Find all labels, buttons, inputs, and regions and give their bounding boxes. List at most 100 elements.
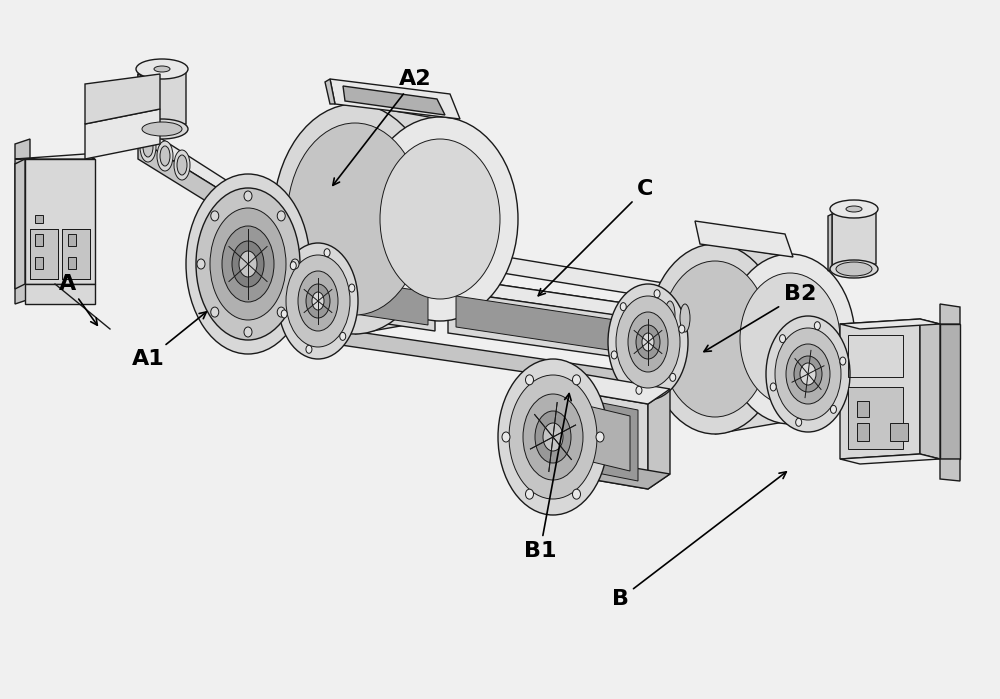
Ellipse shape <box>312 292 324 310</box>
Ellipse shape <box>196 188 300 340</box>
Polygon shape <box>328 277 428 325</box>
Ellipse shape <box>665 301 675 329</box>
Ellipse shape <box>324 249 330 257</box>
Polygon shape <box>840 454 940 464</box>
Polygon shape <box>320 272 435 331</box>
Ellipse shape <box>298 271 338 331</box>
Ellipse shape <box>210 208 286 320</box>
Ellipse shape <box>596 432 604 442</box>
Ellipse shape <box>796 418 802 426</box>
Polygon shape <box>260 217 700 304</box>
Polygon shape <box>580 404 630 471</box>
Bar <box>68 257 76 269</box>
Text: B: B <box>612 472 786 609</box>
Bar <box>35 257 43 269</box>
Polygon shape <box>940 324 960 459</box>
Ellipse shape <box>291 259 299 269</box>
Ellipse shape <box>285 232 301 272</box>
Ellipse shape <box>814 322 820 330</box>
Bar <box>857 401 869 417</box>
Polygon shape <box>138 74 142 131</box>
Ellipse shape <box>239 251 257 277</box>
Ellipse shape <box>654 289 660 298</box>
Ellipse shape <box>270 229 286 269</box>
Ellipse shape <box>830 260 878 278</box>
Polygon shape <box>840 319 920 459</box>
Polygon shape <box>15 154 95 159</box>
Polygon shape <box>640 306 644 389</box>
Ellipse shape <box>770 383 776 391</box>
Polygon shape <box>560 459 670 489</box>
Text: B2: B2 <box>704 284 816 352</box>
Ellipse shape <box>611 351 617 359</box>
Ellipse shape <box>647 244 783 434</box>
Ellipse shape <box>636 325 660 359</box>
Polygon shape <box>330 79 460 119</box>
Bar <box>848 335 903 377</box>
Polygon shape <box>448 291 630 359</box>
Polygon shape <box>15 139 30 164</box>
Polygon shape <box>85 74 160 124</box>
Polygon shape <box>300 324 644 389</box>
Ellipse shape <box>273 104 437 334</box>
Ellipse shape <box>620 303 626 310</box>
Ellipse shape <box>608 284 688 400</box>
Bar <box>30 229 58 279</box>
Polygon shape <box>828 214 832 271</box>
Ellipse shape <box>273 235 283 263</box>
Ellipse shape <box>222 226 274 302</box>
Ellipse shape <box>572 489 580 499</box>
Polygon shape <box>138 139 235 219</box>
Ellipse shape <box>679 325 685 333</box>
Polygon shape <box>85 109 160 159</box>
Text: C: C <box>538 179 653 296</box>
Text: B1: B1 <box>524 394 571 561</box>
Polygon shape <box>572 397 638 481</box>
Polygon shape <box>456 296 622 352</box>
Bar <box>857 423 869 441</box>
Polygon shape <box>325 79 335 104</box>
Ellipse shape <box>186 174 310 354</box>
Ellipse shape <box>136 59 188 79</box>
Polygon shape <box>695 221 793 257</box>
Bar <box>68 234 76 246</box>
Ellipse shape <box>143 137 153 157</box>
Ellipse shape <box>154 66 170 72</box>
Ellipse shape <box>662 295 678 335</box>
Ellipse shape <box>766 316 850 432</box>
Polygon shape <box>940 459 960 481</box>
Polygon shape <box>798 353 863 394</box>
Polygon shape <box>560 374 670 404</box>
Ellipse shape <box>502 432 510 442</box>
Ellipse shape <box>830 405 836 413</box>
Ellipse shape <box>211 307 219 317</box>
Ellipse shape <box>543 423 563 451</box>
Ellipse shape <box>281 310 287 318</box>
Ellipse shape <box>160 146 170 166</box>
Polygon shape <box>798 366 860 412</box>
Polygon shape <box>940 304 960 324</box>
Polygon shape <box>560 389 648 489</box>
Polygon shape <box>715 244 790 434</box>
Ellipse shape <box>136 119 188 139</box>
Bar <box>30 229 58 279</box>
Ellipse shape <box>232 241 264 287</box>
Ellipse shape <box>628 312 668 372</box>
Ellipse shape <box>197 259 205 269</box>
Ellipse shape <box>670 373 676 382</box>
Ellipse shape <box>794 356 822 392</box>
Ellipse shape <box>277 211 285 221</box>
Ellipse shape <box>846 206 862 212</box>
Ellipse shape <box>498 359 608 515</box>
Bar <box>35 234 43 246</box>
Polygon shape <box>300 256 304 339</box>
Ellipse shape <box>740 273 840 405</box>
Ellipse shape <box>211 211 219 221</box>
Ellipse shape <box>278 243 358 359</box>
Ellipse shape <box>526 375 534 385</box>
Bar <box>890 423 908 441</box>
Polygon shape <box>15 284 30 304</box>
Ellipse shape <box>836 262 872 276</box>
Ellipse shape <box>830 200 878 218</box>
Ellipse shape <box>380 139 500 299</box>
